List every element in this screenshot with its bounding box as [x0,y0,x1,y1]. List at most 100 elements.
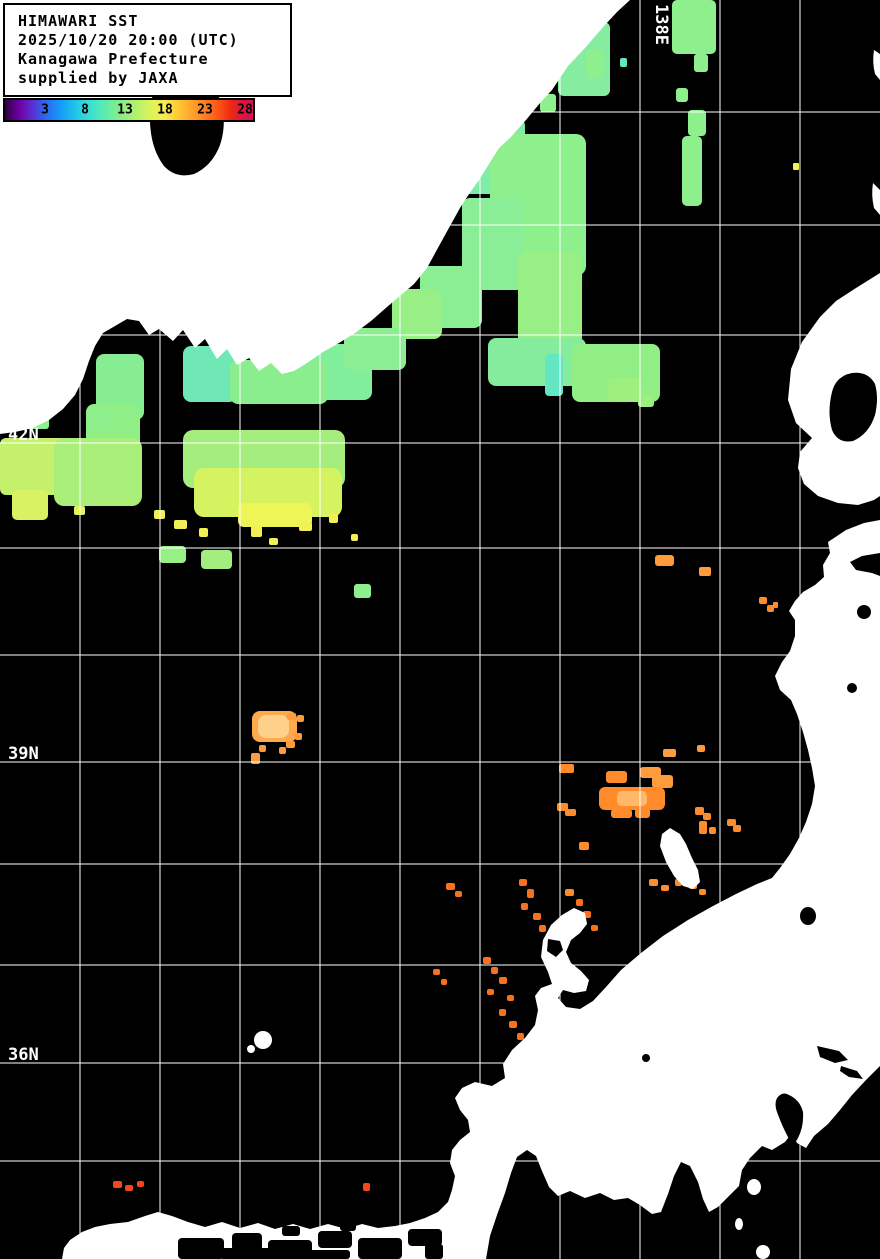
colorbar-tick-labels: 3 8 13 18 23 28 [5,100,253,120]
sst-patch [137,1181,144,1187]
sst-patch [258,715,289,738]
sst-patch [676,88,688,102]
sst-patch [329,514,338,523]
sst-patch [54,438,142,506]
sst-patch [694,54,708,72]
sst-patch [279,747,286,754]
longitude-label: 138E [651,4,671,45]
sst-patch [488,338,586,386]
sst-patch [287,713,296,720]
sst-patch [606,771,627,783]
sst-patch [201,550,232,569]
sst-patch [695,807,704,815]
sst-patch [251,526,262,537]
sst-patch [199,528,208,537]
sst-patch [238,503,312,527]
sst-patch [699,821,707,834]
sst-patch [297,715,304,722]
colorbar-tick: 8 [81,102,89,118]
sst-patch [487,989,494,995]
sst-patch [518,252,582,346]
sst-patch [12,490,48,520]
lake-inawashiro [800,907,816,925]
sst-patch [344,328,406,370]
lake-suwa [642,1054,650,1062]
sst-patch [392,289,442,339]
sst-patch [519,879,527,886]
lake-tazawa [847,683,857,693]
colorbar-tick: 3 [41,102,49,118]
land-sado-island [660,828,700,889]
sst-patch [793,163,799,170]
sst-patch [579,842,589,850]
sst-patch [688,110,706,136]
sst-patch [773,602,778,608]
sst-patch [635,807,650,818]
land-honshu [62,520,880,1259]
land-hokkaido-west-sliver-1 [873,50,880,80]
sst-patch [499,1009,506,1016]
sst-patch [682,136,702,206]
seto-inland-sea [178,1222,443,1259]
land-izu-oshima [747,1179,761,1195]
sst-patch [499,977,507,984]
sst-patch [733,825,741,832]
sst-patch [663,749,676,757]
sst-patch [483,957,491,964]
sst-patch [545,354,563,396]
sst-patch [183,346,237,402]
sst-patch [159,546,186,563]
sst-patch [96,354,144,420]
sst-patch [672,0,716,54]
sst-patch [767,605,774,612]
sst-patch [0,438,68,495]
land-hokkaido-west-sliver-2 [872,183,880,215]
sst-patch [433,969,440,975]
land-miyakejima [756,1245,770,1259]
sst-patch [125,1185,133,1191]
sst-patch [591,925,598,931]
product-region: Kanagawa Prefecture [18,50,209,68]
sst-patch [299,522,312,531]
sst-patch [759,597,767,604]
latitude-label: 36N [8,1045,39,1065]
colorbar-tick: 13 [117,102,133,118]
graticule-label-layer: 42N 39N 36N 138E [8,4,671,1065]
sst-patch [703,813,711,820]
sst-patch [576,899,583,906]
sst-patch [661,885,669,891]
colorbar-tick: 28 [237,102,253,118]
sst-patch [559,764,574,773]
product-datetime: 2025/10/20 20:00 (UTC) [18,31,239,49]
sst-patch [565,889,574,896]
sst-patch [699,889,706,895]
sst-patch [230,360,328,404]
land-vladivostok-islet-3 [0,301,10,317]
sst-patch [259,745,266,752]
sst-patch [649,879,658,886]
sst-patch [608,378,642,402]
sst-patch [446,883,455,890]
sst-patch [539,925,546,932]
sst-patch [699,567,711,576]
sst-patch [509,1021,517,1028]
product-credit: supplied by JAXA [18,69,179,87]
colorbar-tick: 23 [197,102,213,118]
land-izu-islet [735,1218,743,1230]
sst-patch [269,538,278,545]
land-oki-islet [247,1045,255,1053]
latitude-label: 42N [8,425,39,445]
sst-patch-layer [0,0,799,1191]
lake-kitaura [840,1066,863,1079]
sst-patch [638,396,654,407]
sst-patch [652,775,673,788]
product-title: HIMAWARI SST [18,12,139,30]
sst-patch [251,753,260,764]
temperature-colorbar: 3 8 13 18 23 28 [3,98,255,122]
sst-patch [455,891,462,897]
lake-kasumigaura [817,1046,848,1063]
uchiura-bay [829,372,877,442]
sst-patch [507,995,514,1001]
